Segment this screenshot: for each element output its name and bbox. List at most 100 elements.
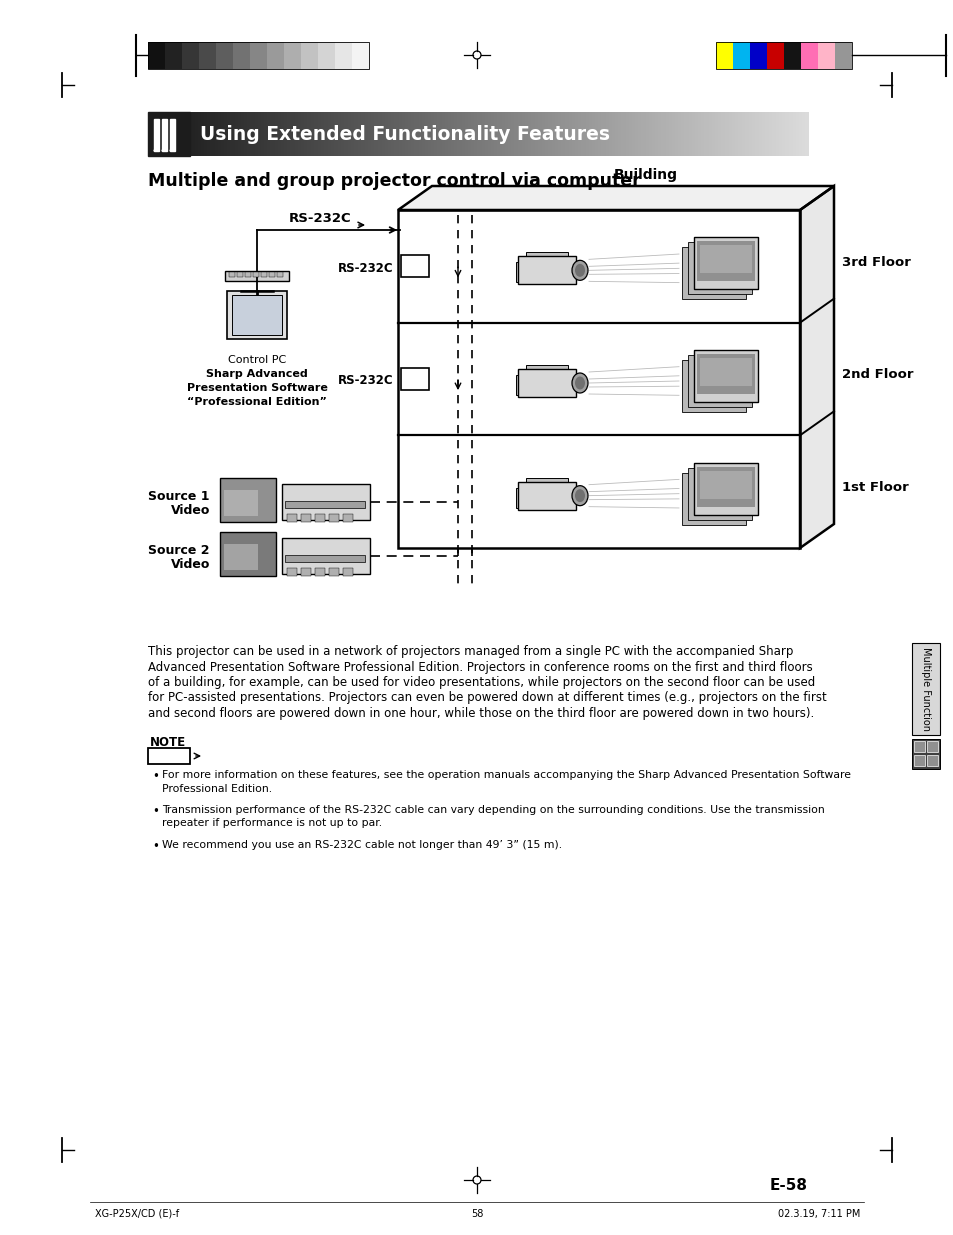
Bar: [670, 112, 672, 156]
Bar: [274, 112, 275, 156]
Bar: [438, 112, 440, 156]
Bar: [355, 112, 357, 156]
Bar: [423, 112, 425, 156]
Bar: [696, 112, 699, 156]
Bar: [276, 272, 283, 277]
Bar: [748, 112, 751, 156]
Bar: [529, 112, 532, 156]
Text: RS-232C: RS-232C: [338, 374, 394, 388]
Bar: [483, 112, 485, 156]
Bar: [497, 112, 499, 156]
Bar: [229, 112, 231, 156]
Bar: [630, 112, 632, 156]
Ellipse shape: [572, 485, 587, 505]
Text: NOTE: NOTE: [150, 736, 186, 748]
Bar: [245, 272, 251, 277]
Text: RS-232C: RS-232C: [289, 212, 351, 225]
Bar: [517, 257, 576, 284]
Bar: [571, 112, 573, 156]
Polygon shape: [397, 186, 833, 210]
Bar: [199, 42, 215, 69]
Bar: [687, 468, 751, 520]
Bar: [274, 112, 276, 156]
Bar: [418, 112, 420, 156]
Bar: [605, 112, 607, 156]
Text: Source 2: Source 2: [149, 543, 210, 557]
Bar: [690, 112, 692, 156]
Bar: [667, 112, 669, 156]
Text: Video: Video: [171, 504, 210, 516]
Bar: [516, 375, 558, 395]
Bar: [585, 112, 587, 156]
Bar: [793, 112, 796, 156]
Text: repeater if performance is not up to par.: repeater if performance is not up to par…: [162, 819, 382, 829]
Bar: [618, 112, 619, 156]
Bar: [662, 112, 664, 156]
Bar: [412, 112, 415, 156]
Bar: [749, 42, 766, 69]
Bar: [520, 112, 522, 156]
Bar: [290, 112, 293, 156]
Bar: [431, 112, 433, 156]
Bar: [658, 112, 659, 156]
Bar: [687, 112, 689, 156]
Bar: [517, 482, 576, 510]
Bar: [558, 112, 559, 156]
Text: Multiple and group projector control via computer: Multiple and group projector control via…: [148, 172, 640, 190]
Bar: [352, 42, 369, 69]
Bar: [397, 210, 800, 548]
Bar: [566, 112, 569, 156]
Bar: [375, 112, 377, 156]
Bar: [232, 295, 282, 335]
Bar: [716, 42, 851, 69]
Bar: [773, 112, 776, 156]
Bar: [693, 463, 758, 515]
Text: Video: Video: [171, 557, 210, 571]
Bar: [207, 112, 209, 156]
Bar: [162, 119, 167, 151]
Text: of a building, for example, can be used for video presentations, while projector: of a building, for example, can be used …: [148, 676, 815, 689]
Bar: [449, 112, 451, 156]
Bar: [733, 112, 735, 156]
Bar: [182, 42, 199, 69]
Bar: [561, 112, 564, 156]
Bar: [384, 112, 386, 156]
Bar: [728, 112, 731, 156]
Bar: [364, 112, 366, 156]
Bar: [434, 112, 436, 156]
Bar: [724, 112, 726, 156]
Text: for PC-assisted presentations. Projectors can even be powered down at different : for PC-assisted presentations. Projector…: [148, 692, 826, 704]
Ellipse shape: [572, 373, 587, 393]
Bar: [800, 112, 801, 156]
Text: Advanced Presentation Software Professional Edition. Projectors in conference ro: Advanced Presentation Software Professio…: [148, 661, 812, 673]
Bar: [241, 112, 243, 156]
Bar: [615, 112, 617, 156]
Bar: [209, 112, 211, 156]
Bar: [540, 112, 542, 156]
Bar: [500, 112, 502, 156]
Bar: [650, 112, 652, 156]
Ellipse shape: [575, 264, 584, 277]
Text: 3rd Floor: 3rd Floor: [841, 256, 910, 269]
Bar: [795, 112, 797, 156]
Bar: [416, 112, 417, 156]
Bar: [772, 112, 774, 156]
Bar: [491, 112, 493, 156]
Bar: [473, 112, 475, 156]
Bar: [242, 112, 244, 156]
Bar: [301, 112, 303, 156]
Text: Transmission performance of the RS-232C cable can vary depending on the surround: Transmission performance of the RS-232C …: [162, 805, 824, 815]
Bar: [400, 256, 429, 278]
Bar: [740, 112, 741, 156]
Bar: [200, 112, 203, 156]
Bar: [464, 112, 467, 156]
Bar: [285, 501, 365, 508]
Bar: [775, 112, 777, 156]
Bar: [282, 538, 370, 574]
Bar: [534, 112, 537, 156]
Bar: [501, 112, 504, 156]
Bar: [277, 112, 280, 156]
Text: and second floors are powered down in one hour, while those on the third floor a: and second floors are powered down in on…: [148, 706, 814, 720]
Bar: [224, 543, 257, 571]
Bar: [681, 359, 745, 412]
